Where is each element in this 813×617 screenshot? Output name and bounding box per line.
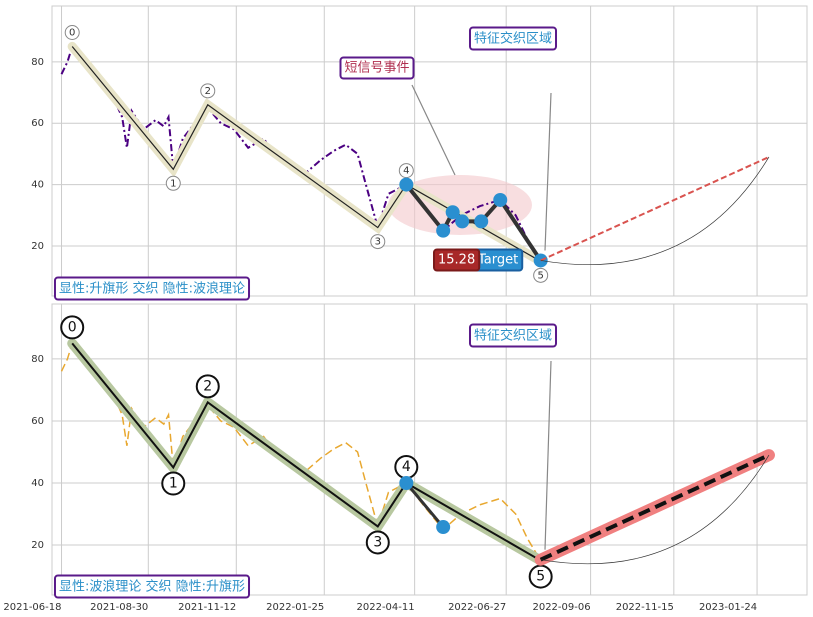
annotation: 特征交织区域 [474, 328, 552, 344]
label-box [468, 323, 558, 348]
wave-label-circle [161, 471, 186, 496]
annotation: 显性:波浪理论 交织 隐性:升旗形 [59, 579, 245, 595]
x-tick-label: 2021-08-30 [90, 602, 148, 613]
y-tick-label: 80 [31, 57, 44, 68]
wave-label-circle [64, 25, 80, 41]
wave-label: 5 [537, 270, 543, 281]
annotation: 显性:升旗形 交织 隐性:波浪理论 [59, 281, 245, 297]
label-box [433, 248, 481, 272]
wave-label: 3 [375, 237, 381, 248]
value-label: 15.28 [438, 253, 475, 268]
x-tick-label: 2022-01-25 [266, 602, 324, 613]
plot-frame [51, 303, 808, 596]
marker [445, 205, 460, 220]
label-box [53, 574, 251, 599]
wave-label-circle [533, 267, 549, 283]
arrow [544, 360, 552, 550]
y-tick-label: 20 [31, 540, 44, 551]
y-tick-label: 20 [31, 241, 44, 252]
wave-label-circle [365, 530, 390, 555]
y-tick-label: 60 [31, 416, 44, 427]
x-tick-label: 2023-01-24 [699, 602, 757, 613]
wave-label: 1 [169, 475, 178, 491]
wave-label: 5 [536, 569, 545, 585]
wave-label-circle [370, 234, 386, 250]
wave-label: 2 [203, 378, 212, 394]
series-line [71, 342, 542, 562]
wave-label: 0 [69, 28, 75, 39]
wave-label: 0 [68, 319, 77, 335]
target-label: Target [477, 253, 518, 268]
series-line [540, 156, 770, 262]
plot-frame [51, 5, 808, 297]
wave-label: 1 [170, 178, 176, 189]
x-tick-label: 2022-11-15 [616, 602, 674, 613]
projection-arc [540, 454, 770, 565]
series-line [405, 482, 445, 529]
y-tick-label: 60 [31, 118, 44, 129]
x-tick-label: 2022-04-11 [357, 602, 415, 613]
x-tick-label: 2021-06-18 [3, 602, 61, 613]
annotation: 特征交织区域 [474, 31, 552, 47]
arrow [411, 84, 456, 176]
series-line [539, 453, 770, 562]
wave-label-circle [200, 83, 216, 99]
wave-label-circle [195, 374, 220, 399]
wave-label-circle [165, 175, 181, 191]
series-line [71, 46, 541, 262]
x-tick-label: 2022-06-27 [448, 602, 506, 613]
y-tick-label: 40 [31, 478, 44, 489]
x-tick-label: 2021-11-12 [178, 602, 236, 613]
label-box [53, 276, 251, 301]
wave-label-circle [60, 315, 85, 340]
marker [455, 214, 470, 229]
label-box [339, 56, 415, 80]
marker [399, 177, 414, 192]
wave-label: 4 [402, 459, 411, 475]
arrow [544, 92, 552, 251]
y-tick-label: 40 [31, 180, 44, 191]
label-box [468, 26, 558, 51]
marker [474, 214, 489, 229]
wave-label: 2 [205, 86, 211, 97]
x-tick-label: 2022-09-06 [532, 602, 590, 613]
projection-arc [540, 156, 770, 266]
marker [436, 223, 451, 238]
marker [493, 192, 508, 207]
wave-label: 4 [403, 166, 409, 177]
marker [436, 520, 451, 535]
annotation: 短信号事件 [344, 61, 409, 76]
wave-label: 3 [373, 534, 382, 550]
y-tick-label: 80 [31, 354, 44, 365]
marker [399, 476, 414, 491]
